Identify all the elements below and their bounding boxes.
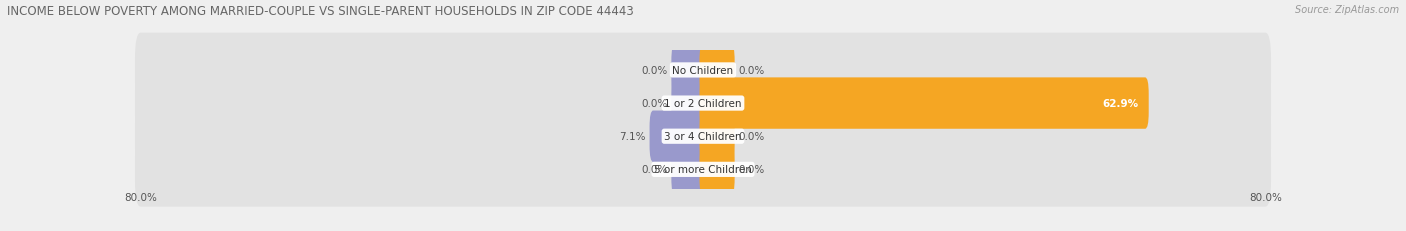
FancyBboxPatch shape xyxy=(650,111,707,162)
FancyBboxPatch shape xyxy=(672,45,707,96)
Text: 0.0%: 0.0% xyxy=(738,132,765,142)
FancyBboxPatch shape xyxy=(700,144,734,195)
FancyBboxPatch shape xyxy=(700,111,734,162)
Text: No Children: No Children xyxy=(672,66,734,76)
Text: 1 or 2 Children: 1 or 2 Children xyxy=(664,99,742,109)
Text: 0.0%: 0.0% xyxy=(738,165,765,175)
FancyBboxPatch shape xyxy=(135,100,1271,174)
Text: 0.0%: 0.0% xyxy=(641,66,668,76)
FancyBboxPatch shape xyxy=(700,45,734,96)
Text: 62.9%: 62.9% xyxy=(1102,99,1139,109)
FancyBboxPatch shape xyxy=(135,133,1271,207)
Text: Source: ZipAtlas.com: Source: ZipAtlas.com xyxy=(1295,5,1399,15)
Text: 0.0%: 0.0% xyxy=(641,165,668,175)
Text: INCOME BELOW POVERTY AMONG MARRIED-COUPLE VS SINGLE-PARENT HOUSEHOLDS IN ZIP COD: INCOME BELOW POVERTY AMONG MARRIED-COUPL… xyxy=(7,5,634,18)
Text: 0.0%: 0.0% xyxy=(738,66,765,76)
FancyBboxPatch shape xyxy=(700,78,1149,129)
FancyBboxPatch shape xyxy=(672,78,707,129)
Text: 7.1%: 7.1% xyxy=(620,132,647,142)
FancyBboxPatch shape xyxy=(135,67,1271,141)
FancyBboxPatch shape xyxy=(672,144,707,195)
Text: 5 or more Children: 5 or more Children xyxy=(654,165,752,175)
Text: 3 or 4 Children: 3 or 4 Children xyxy=(664,132,742,142)
Text: 0.0%: 0.0% xyxy=(641,99,668,109)
FancyBboxPatch shape xyxy=(135,33,1271,108)
